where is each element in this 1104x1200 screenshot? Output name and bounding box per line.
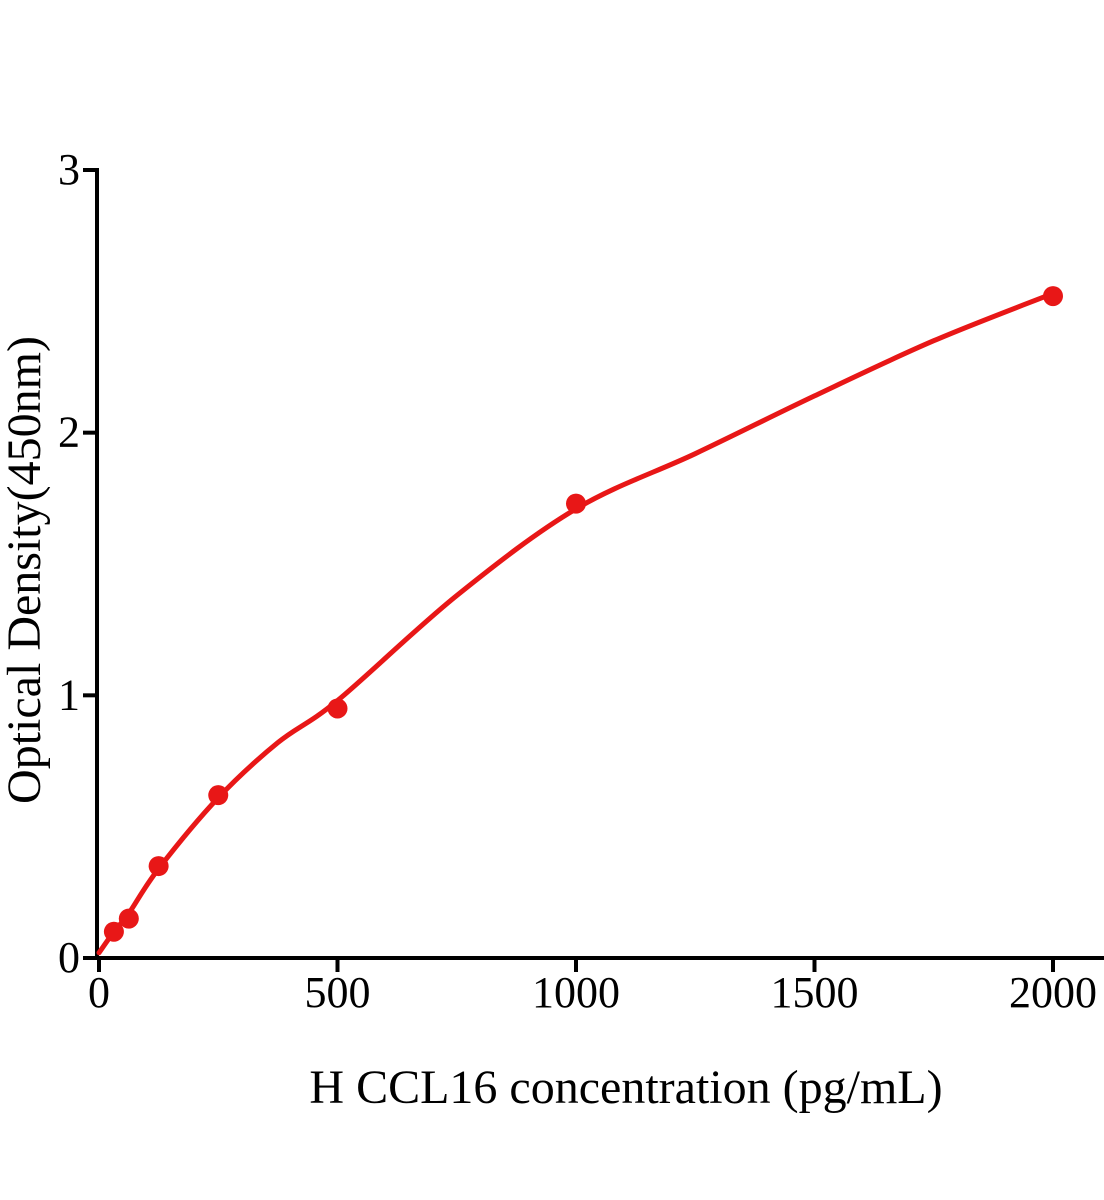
x-tick-label: 2000 bbox=[1009, 968, 1097, 1017]
data-point bbox=[103, 921, 124, 942]
axes bbox=[95, 168, 1104, 960]
data-point bbox=[208, 785, 229, 806]
data-points bbox=[103, 286, 1063, 942]
data-point bbox=[1043, 286, 1063, 307]
y-tick-label: 3 bbox=[58, 145, 80, 194]
data-point bbox=[118, 908, 139, 929]
data-point bbox=[327, 698, 348, 719]
y-tick-label: 0 bbox=[58, 933, 80, 982]
data-point bbox=[148, 856, 169, 877]
x-axis-ticks: 0 500 1000 1500 2000 bbox=[88, 958, 1097, 1017]
y-tick-label: 1 bbox=[58, 670, 80, 719]
y-axis-title: Optical Density(450nm) bbox=[0, 336, 51, 804]
x-tick-label: 1000 bbox=[532, 968, 620, 1017]
fit-curve-line bbox=[96, 290, 1056, 956]
x-axis-title: H CCL16 concentration (pg/mL) bbox=[309, 1061, 942, 1114]
y-axis-ticks: 0 1 2 3 bbox=[58, 145, 97, 982]
data-point bbox=[566, 493, 586, 514]
x-tick-label: 500 bbox=[305, 968, 371, 1017]
y-tick-label: 2 bbox=[58, 408, 80, 457]
x-tick-label: 0 bbox=[88, 968, 110, 1017]
x-tick-label: 1500 bbox=[771, 968, 859, 1017]
